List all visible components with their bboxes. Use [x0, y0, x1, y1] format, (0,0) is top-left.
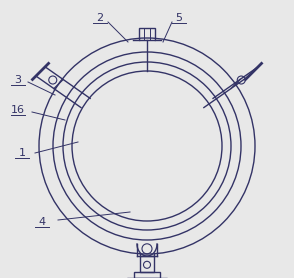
Text: 3: 3: [14, 75, 21, 85]
Bar: [134, 272, 160, 278]
Text: 2: 2: [96, 13, 103, 23]
Bar: [139, 28, 155, 40]
Text: 5: 5: [176, 13, 183, 23]
Text: 1: 1: [19, 148, 26, 158]
Bar: [144, 28, 150, 40]
Text: 16: 16: [11, 105, 25, 115]
Bar: [140, 256, 154, 272]
Text: 4: 4: [39, 217, 46, 227]
